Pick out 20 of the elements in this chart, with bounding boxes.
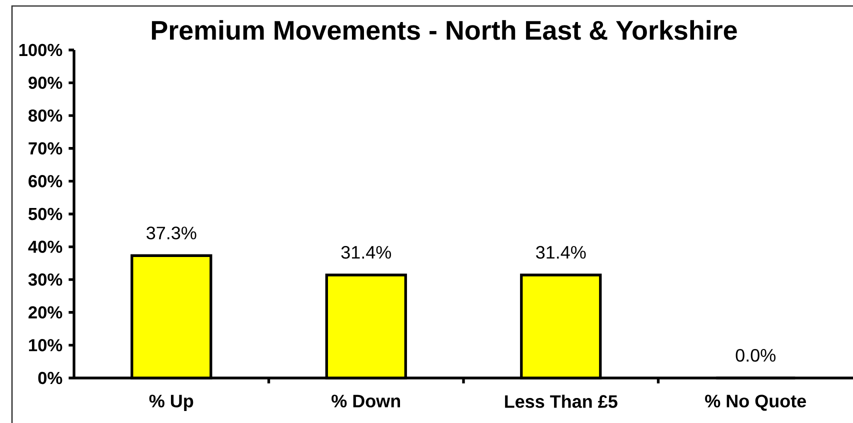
y-tick-label: 0%: [38, 372, 62, 384]
x-tick-label: Less Than £5: [505, 394, 618, 408]
y-tick-label: 10%: [29, 339, 62, 352]
y-tick-label: 90%: [28, 76, 62, 89]
data-label: 31.4%: [536, 246, 586, 259]
y-tick-label: 100%: [19, 44, 62, 56]
x-tick-label: % Up: [149, 394, 194, 411]
y-tick-label: 60%: [28, 175, 62, 188]
data-label: 0.0%: [736, 348, 776, 362]
data-label: 31.4%: [341, 246, 392, 259]
chart-title: Premium Movements - North East & Yorkshire: [152, 20, 737, 40]
y-tick-label: 80%: [28, 109, 62, 122]
y-tick-label: 70%: [28, 142, 62, 155]
y-tick-label: 20%: [28, 306, 62, 319]
x-tick-label: % No Quote: [705, 394, 806, 411]
y-tick-label: 50%: [28, 208, 62, 220]
data-label: 37.3%: [146, 226, 196, 240]
y-tick-label: 40%: [28, 240, 62, 253]
y-tick-label: 30%: [28, 273, 62, 286]
x-tick-label: % Down: [332, 394, 400, 408]
